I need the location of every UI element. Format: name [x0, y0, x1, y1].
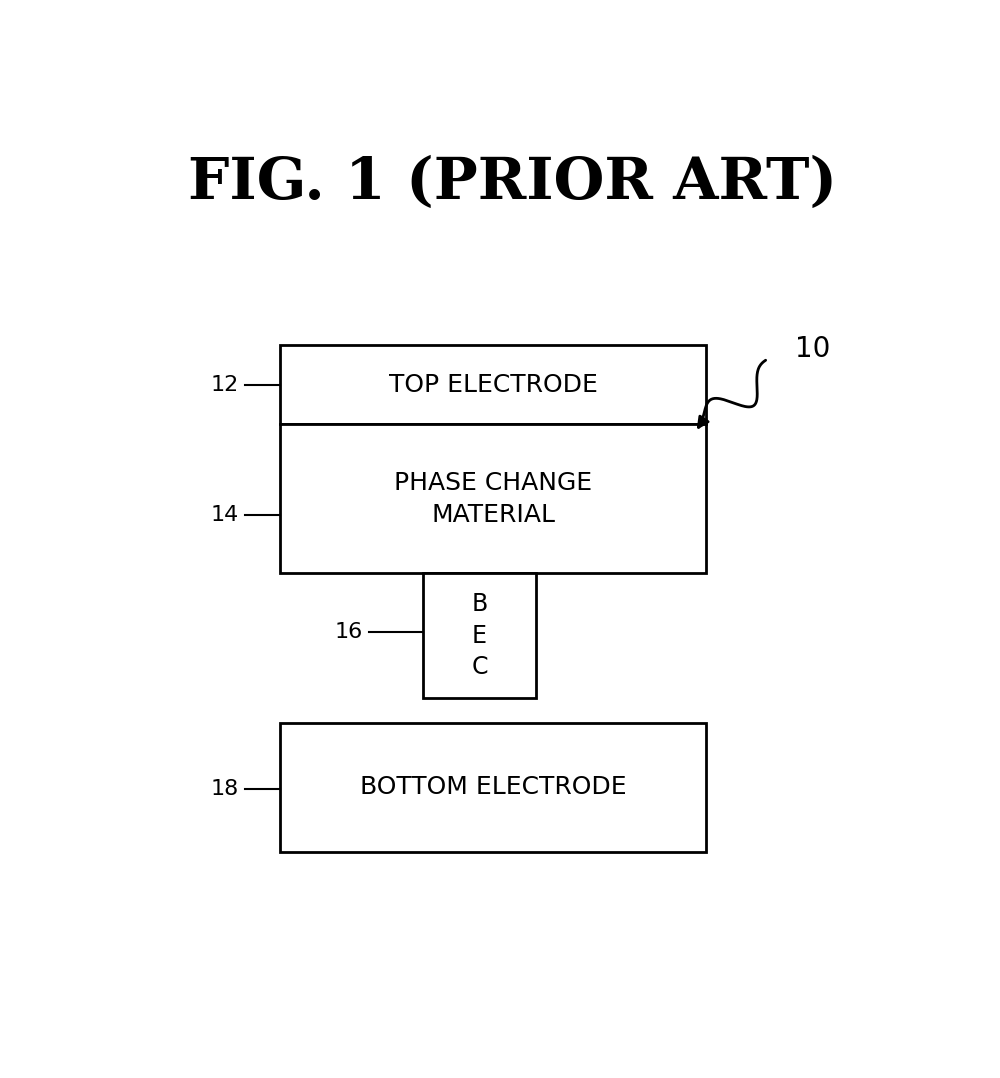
Text: BOTTOM ELECTRODE: BOTTOM ELECTRODE	[360, 775, 626, 799]
Bar	[280, 723, 706, 852]
Bar	[423, 573, 536, 697]
Text: 10: 10	[795, 335, 831, 363]
Text: 16: 16	[335, 622, 363, 641]
Text: 18: 18	[211, 779, 239, 799]
Text: TOP ELECTRODE: TOP ELECTRODE	[389, 373, 598, 397]
Bar	[280, 424, 706, 573]
Text: 12: 12	[211, 375, 239, 395]
Text: FIG. 1 (PRIOR ART): FIG. 1 (PRIOR ART)	[188, 155, 837, 211]
Text: B
E
C: B E C	[471, 592, 488, 679]
Bar	[280, 345, 706, 424]
Text: PHASE CHANGE
MATERIAL: PHASE CHANGE MATERIAL	[394, 471, 592, 526]
Text: 14: 14	[211, 506, 239, 525]
